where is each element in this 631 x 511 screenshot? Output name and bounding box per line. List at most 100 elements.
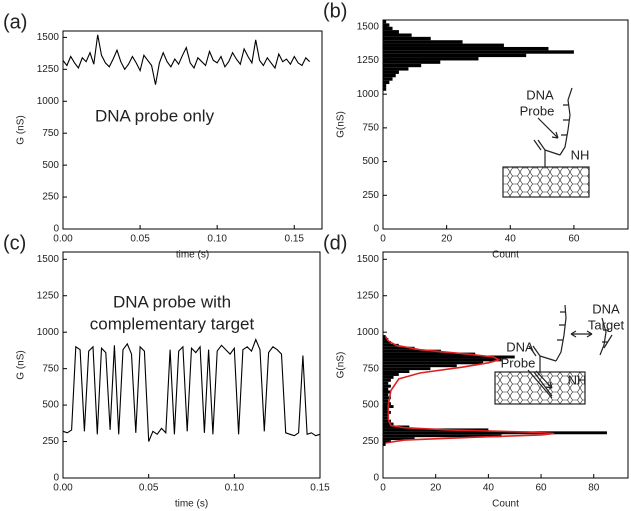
y-tick-label: 500 bbox=[362, 156, 379, 167]
histogram-bar bbox=[383, 46, 549, 51]
histogram-bar bbox=[383, 355, 515, 359]
annotation: NH bbox=[571, 147, 590, 162]
histogram-bar bbox=[383, 373, 399, 376]
x-tick-label: 0.15 bbox=[310, 483, 330, 494]
histogram-bar bbox=[383, 387, 389, 391]
histogram-bar bbox=[383, 358, 502, 362]
x-axis-label: time (s) bbox=[176, 250, 209, 261]
histogram-bar bbox=[383, 431, 607, 435]
x-tick-label: 40 bbox=[505, 234, 517, 245]
histogram-bar bbox=[383, 408, 389, 411]
histogram-bar bbox=[383, 343, 399, 347]
plot-frame bbox=[62, 251, 321, 479]
y-tick-label: 250 bbox=[42, 192, 59, 203]
histogram-bar bbox=[383, 437, 415, 441]
x-tick-label: 20 bbox=[441, 234, 453, 245]
histogram-bar bbox=[383, 402, 391, 406]
y-tick-label: 750 bbox=[362, 123, 379, 134]
x-axis-label: Count bbox=[492, 499, 519, 510]
histogram-bar bbox=[383, 335, 386, 339]
y-tick-label: 0 bbox=[373, 224, 379, 235]
y-tick-label: 1500 bbox=[37, 32, 60, 43]
y-tick-label: 1500 bbox=[357, 21, 380, 32]
y-tick-label: 1250 bbox=[357, 55, 380, 66]
panel-label: (c) bbox=[3, 232, 26, 254]
x-tick-label: 0.15 bbox=[285, 234, 305, 245]
histogram-bar bbox=[383, 410, 391, 414]
y-axis-label: G(nS) bbox=[336, 111, 347, 138]
histogram-bar bbox=[383, 352, 476, 356]
histogram-bar bbox=[383, 73, 396, 78]
y-tick-label: 1000 bbox=[37, 96, 60, 107]
histogram-bar bbox=[383, 416, 389, 420]
y-tick-label: 250 bbox=[362, 436, 379, 447]
histogram-bar bbox=[383, 20, 387, 24]
y-axis-label: G (nS) bbox=[16, 115, 27, 144]
histogram-bar bbox=[383, 440, 391, 444]
annotation: DNA bbox=[526, 87, 554, 102]
x-tick-label: 0.05 bbox=[130, 234, 150, 245]
annotation: complementary target bbox=[90, 314, 255, 333]
y-tick-label: 1250 bbox=[357, 290, 380, 301]
histogram-bar bbox=[383, 384, 391, 388]
y-axis-label: G(nS) bbox=[336, 352, 347, 379]
x-tick-label: 60 bbox=[536, 483, 548, 494]
histogram-bar bbox=[383, 33, 412, 37]
x-tick-label: 0.05 bbox=[139, 483, 159, 494]
y-tick-label: 1500 bbox=[357, 254, 380, 265]
histogram-bar bbox=[383, 349, 441, 353]
histogram-bar bbox=[383, 396, 391, 400]
histogram-bar bbox=[383, 338, 389, 341]
histogram-bar bbox=[383, 393, 389, 397]
histogram-bar bbox=[383, 364, 457, 368]
histogram-bar bbox=[383, 63, 422, 68]
plot-frame bbox=[62, 30, 323, 230]
histogram-bar bbox=[383, 50, 574, 54]
panel-label: (d) bbox=[323, 232, 347, 254]
x-tick-label: 20 bbox=[430, 483, 442, 494]
y-tick-label: 0 bbox=[53, 473, 59, 484]
x-tick-label: 0.00 bbox=[53, 483, 73, 494]
annotation: Probe bbox=[501, 355, 536, 370]
histogram-bar bbox=[383, 378, 391, 382]
histogram-bar bbox=[383, 70, 399, 74]
y-tick-label: 0 bbox=[53, 224, 59, 235]
histogram-bar bbox=[383, 67, 409, 71]
histogram-bar bbox=[383, 84, 387, 88]
histogram-bar bbox=[383, 361, 484, 365]
y-tick-label: 750 bbox=[42, 363, 59, 374]
histogram-bar bbox=[383, 26, 393, 31]
histogram-bar bbox=[383, 399, 389, 403]
histogram-bar bbox=[383, 434, 502, 438]
annotation: DNA probe only bbox=[95, 106, 215, 125]
histogram-bar bbox=[383, 57, 479, 61]
histogram-bar bbox=[383, 77, 393, 81]
histogram-bar bbox=[383, 419, 391, 423]
y-axis-label: G (nS) bbox=[16, 350, 27, 379]
histogram-bar bbox=[383, 60, 441, 64]
plot-frame bbox=[382, 19, 629, 230]
annotation: DNA probe with bbox=[113, 292, 231, 311]
annotation: Target bbox=[588, 317, 625, 332]
x-axis-label: Count bbox=[492, 250, 519, 261]
annotation: DNA bbox=[592, 301, 620, 316]
content: (a)time (s)G (nS)02505007501000125015000… bbox=[3, 0, 629, 510]
x-tick-label: 40 bbox=[483, 483, 495, 494]
x-tick-label: 0 bbox=[380, 234, 386, 245]
target-diagram bbox=[494, 304, 613, 405]
y-tick-label: 1000 bbox=[357, 327, 380, 338]
panel-label: (a) bbox=[3, 11, 27, 33]
histogram-bar bbox=[383, 36, 431, 41]
histogram-bar bbox=[383, 422, 394, 426]
y-tick-label: 1250 bbox=[37, 290, 60, 301]
y-tick-label: 250 bbox=[362, 190, 379, 201]
histogram-bar bbox=[383, 340, 391, 344]
y-tick-label: 500 bbox=[362, 400, 379, 411]
histogram-bar bbox=[383, 375, 394, 379]
histogram-bar bbox=[383, 87, 387, 91]
histogram-bar bbox=[383, 30, 399, 34]
histogram-bar bbox=[383, 23, 390, 27]
histogram-bar bbox=[383, 43, 504, 47]
histogram-bar bbox=[383, 40, 463, 44]
